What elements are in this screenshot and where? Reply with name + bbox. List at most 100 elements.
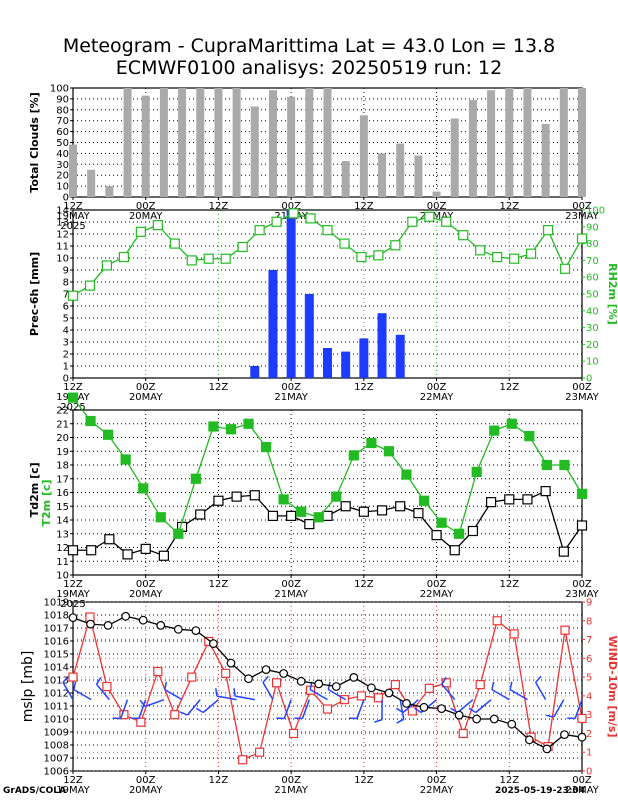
x-tick-label: 00Z (281, 201, 301, 212)
t2m-point (541, 459, 552, 471)
mslp-point (68, 613, 78, 622)
wind-barb-shaft (95, 683, 110, 701)
y-tick-label: 1016 (44, 637, 69, 648)
wind-barb-shaft (144, 698, 165, 708)
y-tick-label: 2 (63, 350, 69, 361)
wind-speed-point (170, 710, 180, 720)
y-tick-label: 1017 (44, 624, 69, 635)
wind-barb-shaft (553, 699, 565, 718)
wind-speed-point (424, 683, 434, 693)
y-tick-label: 12 (56, 543, 69, 554)
mslp-point (279, 669, 289, 678)
y2-tick-label: 10 (586, 357, 599, 368)
y-tick-label: 1 (63, 362, 69, 373)
wind-barb (73, 681, 92, 701)
t2m-point (313, 512, 324, 523)
mslp-point (419, 702, 429, 712)
x-date-label: 19MAY (56, 785, 90, 796)
wind-barb (348, 699, 365, 720)
wind-barb-feather (164, 681, 168, 690)
rh-point (288, 208, 299, 219)
rh-point (67, 290, 79, 301)
td2m-point (158, 550, 169, 561)
y-tick-label: 1015 (44, 650, 69, 661)
rh-point (542, 225, 554, 236)
mslp-point (156, 621, 166, 630)
mslp-point (244, 674, 253, 684)
x-tick-label: 00Z (136, 579, 156, 590)
y-tick-label: 0 (63, 193, 69, 204)
x-tick-label: 00Z (136, 382, 156, 393)
y-tick-label: 4 (63, 326, 69, 337)
y-tick-label: 90 (56, 94, 69, 105)
td2m-point (231, 491, 242, 502)
wind-barb (195, 699, 219, 714)
t2m-point (524, 431, 535, 442)
wind-barb-feather (62, 675, 69, 683)
y-tick-label: 20 (56, 171, 69, 182)
wind-barb (164, 681, 183, 701)
y-tick-label: 1011 (44, 702, 69, 713)
y-tick-label: 1010 (44, 715, 69, 726)
td2m-point (140, 543, 151, 554)
t2m-point (120, 454, 131, 465)
wind-barb-shaft (491, 688, 510, 701)
y2-tick-label: 20 (586, 340, 599, 351)
rh-point (322, 225, 333, 236)
cloud-bar (468, 99, 477, 197)
mslp-point (314, 679, 324, 689)
y2-tick-label: 30 (586, 323, 599, 334)
panel-frame (72, 601, 583, 772)
cloud-bar (305, 88, 314, 197)
wind-barb-feather (73, 681, 77, 690)
y-tick-label: 1013 (44, 676, 69, 687)
wind-barb-shaft (138, 699, 147, 719)
wind-speed-point (475, 680, 485, 690)
y2-tick-label: 50 (586, 290, 599, 301)
precip-bar (268, 270, 278, 378)
y-tick-label: 40 (56, 149, 69, 160)
x-tick-label: 00Z (572, 579, 592, 590)
t2m-point (348, 450, 359, 461)
td2m-point (395, 501, 406, 512)
y-tick-label: 30 (56, 160, 69, 171)
wind-barb-feather (95, 677, 102, 685)
cloud-bar (268, 90, 277, 197)
mslp-point (507, 719, 517, 729)
rh-point (169, 238, 180, 249)
wind-barb-shaft (262, 681, 274, 701)
wind-speed-point (509, 629, 519, 639)
y-tick-label: 80 (56, 105, 69, 116)
y2-tick-label: 60 (586, 273, 599, 284)
x-date-label: 20MAY (129, 785, 163, 796)
x-date-label: 23MAY (565, 392, 599, 403)
td2m-point (86, 545, 97, 556)
rh-point (407, 216, 418, 227)
y-tick-label: 5 (63, 314, 69, 325)
y-tick-label: 100 (50, 84, 69, 95)
td2m-point (504, 494, 515, 505)
t2m-point (296, 506, 307, 517)
t2m-point (559, 459, 570, 471)
wind-barb (276, 699, 292, 720)
y-tick-label: 1006 (44, 767, 69, 778)
y2-tick-label: 9 (586, 598, 592, 609)
rh-point (424, 211, 435, 222)
precip-bar (359, 338, 369, 378)
rh-point (339, 238, 350, 249)
wind-barb (567, 699, 583, 720)
td2m-point (267, 510, 279, 521)
rh-point (559, 263, 571, 274)
rh-point (441, 216, 452, 227)
x-date-label: 22MAY (420, 785, 454, 796)
y-tick-label: 13 (56, 529, 69, 540)
t2m-point (103, 429, 114, 440)
wind-barb-feather (215, 688, 218, 697)
td2m-point (249, 490, 260, 501)
x-tick-label: 00Z (427, 382, 447, 393)
precip-bar (286, 210, 296, 378)
x-date-label: 22MAY (420, 392, 454, 403)
wind-speed-line (72, 614, 583, 761)
mslp-point (542, 744, 552, 754)
